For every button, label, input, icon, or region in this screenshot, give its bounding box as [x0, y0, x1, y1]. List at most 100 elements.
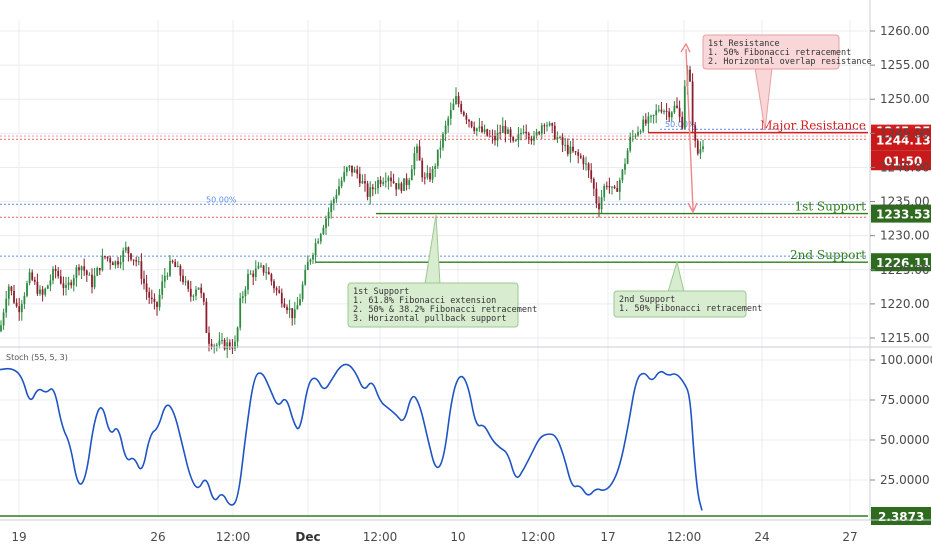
candle-down [364, 181, 366, 184]
stochastic-line [0, 363, 703, 511]
candle-down [262, 265, 265, 273]
arrow-head-up [680, 42, 691, 53]
candle-down [460, 103, 463, 112]
candle-up [369, 187, 372, 197]
candle-up [75, 267, 78, 279]
candle-up [611, 186, 613, 188]
candle-down [665, 111, 668, 113]
support-1-note-box-pointer [424, 214, 441, 285]
candle-down [62, 283, 65, 288]
arrow-head-down [687, 202, 698, 214]
stoch-value-text: 2.3873 [878, 510, 924, 524]
candle-down [283, 303, 286, 308]
candle-down [179, 265, 182, 276]
stochastic-title: Stoch (55, 5, 3) [6, 353, 68, 362]
candle-up [96, 267, 99, 276]
candle-up [49, 280, 52, 286]
candle-down [486, 129, 489, 136]
candle-up [600, 197, 603, 210]
candle-down [205, 301, 208, 333]
candle-up [657, 109, 660, 111]
stochastic-pane[interactable]: Stoch (55, 5, 3) [0, 353, 868, 517]
time-axis[interactable]: 19 26 12:00 Dec 12:00 10 12:00 17 12:00 24 27 [0, 519, 932, 544]
candle-up [340, 180, 343, 187]
support-1-note-box-line: 2. 50% & 38.2% Fibonacci retracement [353, 305, 537, 315]
candle-up [197, 287, 200, 290]
candle-down [59, 276, 62, 284]
price-pane[interactable]: 50.00%50.00% Major Resistance1245.251244… [0, 20, 931, 518]
candle-up [260, 265, 262, 267]
candle-up [93, 275, 96, 288]
candle-up [257, 265, 260, 269]
candle-up [327, 211, 330, 219]
candle-up [161, 281, 164, 295]
candle-up [452, 103, 455, 110]
candle-up [559, 136, 561, 138]
support-2-note-box-line: 1. 50% Fibonacci retracement [619, 304, 762, 314]
candle-down [57, 270, 60, 277]
candle-down [696, 140, 699, 154]
time-tick-label: 12:00 [667, 530, 702, 544]
candle-down [574, 151, 577, 153]
candle-up [546, 125, 548, 127]
candle-up [293, 309, 296, 319]
candle-up [426, 173, 429, 178]
candle-down [379, 180, 382, 184]
price-tick-label: 1220.00 [880, 297, 930, 311]
stochastic-axis[interactable]: 100.0000 75.0000 50.0000 25.0000 2.3873 [870, 353, 932, 525]
candle-up [520, 132, 522, 135]
candle-down [371, 187, 374, 190]
candle-up [249, 273, 252, 275]
candle-up [447, 118, 450, 126]
fibonacci-lines: 50.00% 50.00% [0, 120, 868, 257]
candle-up [226, 342, 229, 350]
candle-down [10, 286, 13, 291]
candle-down [613, 186, 616, 189]
candle-up [408, 180, 411, 186]
support-1-label: 1st Support [794, 200, 866, 214]
candle-down [130, 253, 132, 260]
candle-down [210, 343, 213, 348]
candle-up [483, 129, 486, 132]
candle-up [119, 262, 122, 265]
candle-up [26, 283, 28, 296]
candle-down [18, 306, 21, 313]
candle-up [514, 140, 517, 142]
candle-up [254, 268, 257, 277]
candle-down [499, 132, 502, 134]
candle-up [215, 344, 218, 346]
price-tick-label: 1225.00 [880, 263, 930, 277]
support-1-note-box-line: 1. 61.8% Fibonacci extension [353, 296, 496, 306]
candle-up [444, 125, 447, 134]
price-tick-label: 1260.00 [880, 24, 930, 38]
candle-up [569, 146, 572, 154]
support-2-price-tag-text: 1226.11 [876, 256, 931, 270]
candle-up [325, 218, 327, 228]
support-1-note-box [347, 282, 519, 328]
resistance-note-box [702, 34, 840, 70]
candle-up [702, 146, 704, 150]
candle-down [608, 186, 611, 188]
candle-down [33, 279, 36, 282]
candle-down [395, 183, 398, 190]
current-price-tag [871, 128, 931, 151]
projection-arrows [680, 42, 698, 214]
candle-down [70, 282, 73, 286]
candle-up [241, 296, 244, 299]
candle-down [182, 275, 184, 283]
candle-up [7, 286, 10, 299]
candle-down [590, 170, 593, 179]
candle-up [434, 166, 437, 169]
resistance-note-box-line: 1. 50% Fibonacci retracement [708, 48, 851, 58]
candle-up [169, 261, 171, 276]
candle-up [309, 259, 312, 262]
support-2-note-box-pointer [667, 260, 685, 293]
candle-up [655, 110, 658, 116]
candle-up [345, 167, 348, 173]
candle-down [267, 271, 270, 275]
down-projection-arrow [685, 48, 694, 211]
price-axis[interactable]: 1215.00 1220.00 1225.00 1230.00 1235.00 1240.… [869, 0, 930, 520]
candle-down [509, 129, 512, 137]
